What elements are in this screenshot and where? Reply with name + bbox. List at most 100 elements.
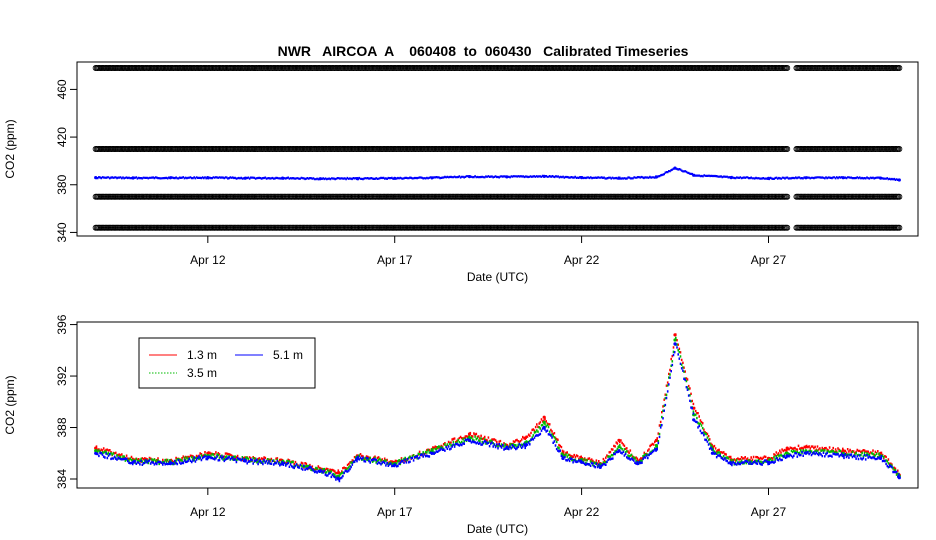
data-point [673,342,677,346]
data-point [467,432,472,436]
calibration-band [92,224,903,231]
y-tick-label: 384 [55,469,69,489]
data-point [243,459,247,463]
data-point [131,176,135,180]
data-point [841,176,845,180]
y-tick-label: 392 [55,366,69,386]
y-tick-label: 380 [55,174,69,194]
calibration-band [92,146,903,152]
data-point [561,456,565,460]
chart-title: NWR AIRCOA A 060408 to 060430 Calibrated… [278,43,689,59]
x-axis-label: Date (UTC) [467,522,528,536]
data-point [692,173,696,177]
data-point [505,175,509,179]
data-point [841,454,845,458]
data-point [785,454,789,458]
data-point [804,451,808,455]
data-point [580,176,584,180]
data-point [467,438,472,442]
legend-label: 3.5 m [187,366,217,380]
calibration-band [92,193,903,200]
bottom-panel: Apr 12 Apr 17 Apr 22 Apr 27 Date (UTC) 384 388… [3,314,919,536]
x-tick-label: Apr 22 [564,253,600,267]
data-point [897,476,901,480]
data-point [654,438,659,442]
data-point [281,176,285,180]
data-point [337,477,341,481]
data-point [542,174,546,178]
plot-frame [76,61,919,237]
x-tick-label: Apr 12 [190,505,226,519]
data-point [467,175,472,179]
data-point [318,177,322,181]
data-point [879,176,883,180]
x-tick-label: Apr 17 [377,505,413,519]
y-tick-label: 340 [55,222,69,242]
data-point [804,445,808,449]
data-point [523,436,528,440]
legend: 1.3 m 5.1 m 3.5 m [138,337,316,389]
data-point [710,451,715,455]
y-tick-label: 460 [55,79,69,99]
data-point [785,446,789,450]
x-tick-label: Apr 22 [564,505,600,519]
x-tick-label: Apr 17 [377,253,413,267]
data-point [430,176,434,180]
legend-label: 5.1 m [273,348,303,362]
y-axis-label: CO2 (ppm) [3,119,17,178]
data-point [692,418,696,422]
calibration-band [92,65,903,71]
data-point [580,460,584,464]
data-point [355,456,359,460]
y-tick-label: 388 [55,417,69,437]
y-tick-label: 420 [55,127,69,147]
data-point [729,462,733,466]
data-point [766,176,771,180]
data-point [393,463,397,467]
top-panel: Apr 12 Apr 17 Apr 22 Apr 27 Date (UTC) 340 380… [3,61,919,284]
data-point [94,449,98,453]
x-axis-label: Date (UTC) [467,270,528,284]
plot-frame [76,321,919,489]
legend-box [138,337,316,389]
data-point [131,460,135,464]
data-point [542,425,546,430]
data-point [542,420,546,424]
data-point [785,451,789,455]
y-tick-label: 396 [55,314,69,334]
data-point [654,447,659,451]
x-tick-label: Apr 27 [751,505,787,519]
data-point [766,460,771,464]
data-point [168,176,172,180]
data-point [505,446,509,450]
data-point [654,175,659,179]
data-point [654,443,659,448]
data-point [542,415,546,419]
data-point [318,469,322,473]
data-point [673,338,677,342]
data-point [523,443,528,448]
y-axis-label: CO2 (ppm) [3,375,17,434]
x-tick-label: Apr 12 [190,253,226,267]
data-point [94,446,98,450]
data-point [636,462,640,466]
data-point [879,456,883,460]
data-point [94,451,98,455]
data-point [430,451,434,455]
data-point [243,176,247,180]
data-point [393,176,397,180]
data-point [617,449,621,453]
data-point [841,449,845,453]
data-point [617,445,621,449]
data-point [897,178,901,182]
data-point [206,455,210,459]
data-point [281,462,285,466]
data-point [804,176,808,180]
data-point [673,166,677,170]
data-point [729,176,733,180]
data-point [206,176,210,180]
legend-label: 1.3 m [187,348,217,362]
data-point [337,471,341,475]
data-point [94,176,98,180]
data-point [355,177,359,181]
